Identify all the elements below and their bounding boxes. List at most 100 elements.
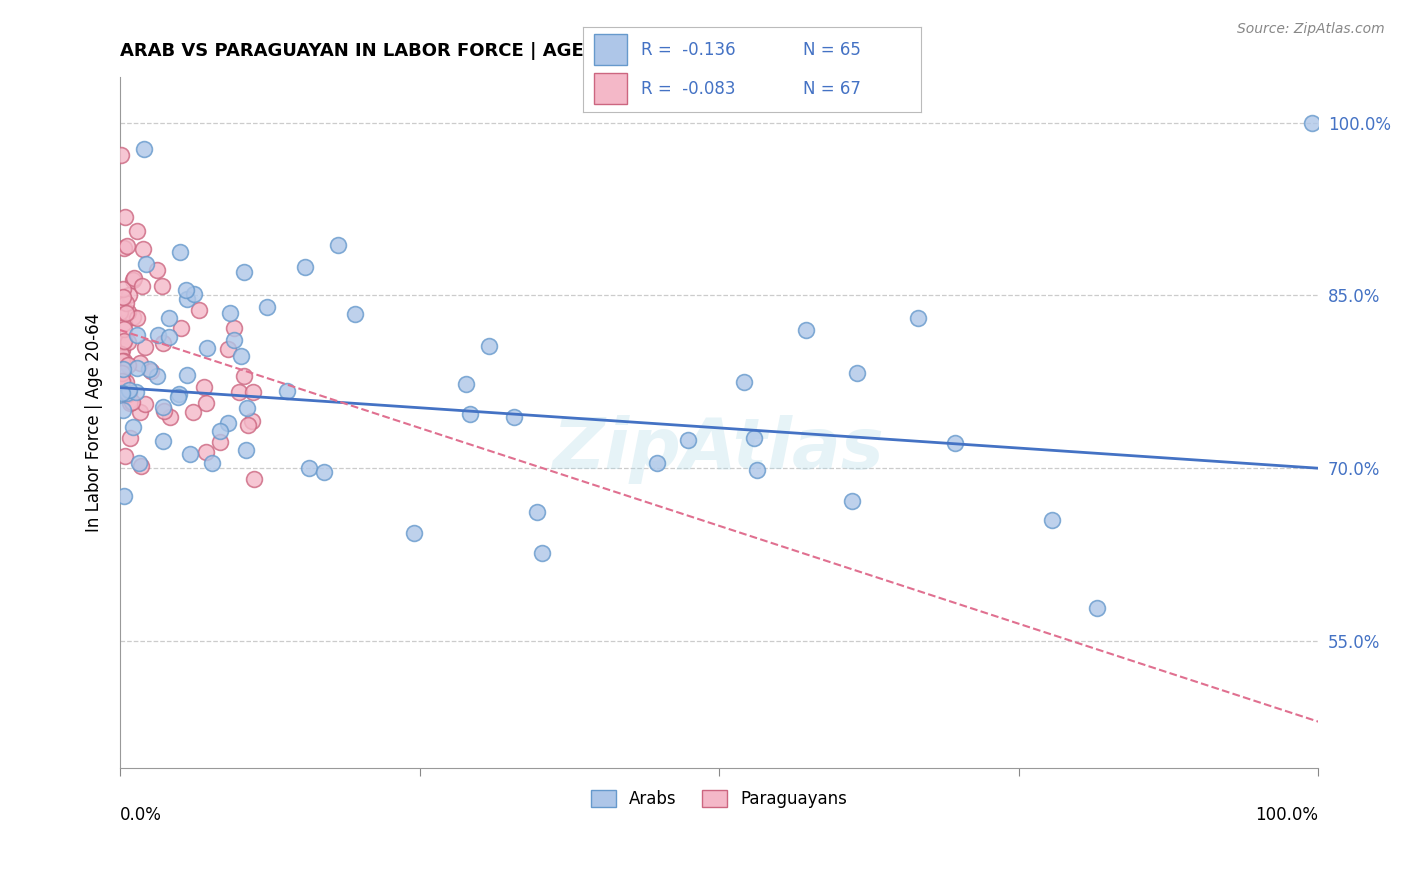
Point <box>129 458 152 473</box>
Point <box>200 456 222 470</box>
Point <box>112 241 135 255</box>
Point <box>117 387 139 401</box>
Point <box>114 375 136 389</box>
Point <box>240 414 263 428</box>
Point <box>111 403 134 417</box>
Point <box>111 340 134 354</box>
Text: N = 67: N = 67 <box>803 79 860 97</box>
Point <box>114 449 136 463</box>
Point <box>530 546 553 560</box>
Point <box>128 456 150 470</box>
Point <box>456 376 478 391</box>
Point <box>122 419 145 434</box>
Point <box>188 303 211 318</box>
Point <box>117 305 139 319</box>
Point <box>193 379 215 393</box>
Point <box>112 362 135 376</box>
Point <box>134 396 156 410</box>
Point <box>232 368 254 383</box>
Point <box>111 366 134 380</box>
Point <box>114 306 136 320</box>
Point <box>176 368 198 382</box>
Point <box>125 384 148 399</box>
Point <box>112 489 135 503</box>
Point <box>152 278 174 293</box>
Point <box>298 460 321 475</box>
Point <box>134 142 156 156</box>
Y-axis label: In Labor Force | Age 20-64: In Labor Force | Age 20-64 <box>86 312 103 532</box>
Point <box>108 294 131 309</box>
Point <box>114 210 136 224</box>
Point <box>526 505 548 519</box>
Point <box>907 310 929 325</box>
Point <box>943 436 966 450</box>
Point <box>117 334 139 349</box>
Point <box>111 354 134 368</box>
Text: N = 65: N = 65 <box>803 41 860 59</box>
Point <box>733 375 755 389</box>
Point <box>112 282 135 296</box>
Point <box>110 374 132 388</box>
Point <box>294 260 316 274</box>
Point <box>146 327 169 342</box>
Point <box>146 263 169 277</box>
Point <box>112 322 135 336</box>
Point <box>118 288 141 302</box>
Point <box>115 296 138 310</box>
Point <box>112 334 135 349</box>
Point <box>157 311 180 326</box>
Point <box>135 257 157 271</box>
Point <box>166 390 188 404</box>
Point <box>174 283 197 297</box>
Point <box>120 396 142 410</box>
Point <box>167 386 190 401</box>
Point <box>111 343 134 357</box>
Point <box>112 354 135 368</box>
Point <box>131 279 153 293</box>
Point <box>676 434 699 448</box>
Point <box>841 494 863 508</box>
Point <box>152 336 174 351</box>
Point <box>129 405 152 419</box>
Point <box>169 244 191 259</box>
Point <box>1085 601 1108 615</box>
Bar <box>593 73 627 103</box>
Point <box>228 384 250 399</box>
Point <box>328 238 350 252</box>
Point <box>152 434 174 448</box>
Point <box>256 300 278 314</box>
Point <box>742 431 765 445</box>
Point <box>110 347 132 361</box>
Point <box>194 396 217 410</box>
Point <box>127 310 149 325</box>
Point <box>111 386 134 401</box>
Bar <box>593 35 627 65</box>
Point <box>229 349 252 363</box>
Point <box>183 286 205 301</box>
Point <box>219 306 242 320</box>
Text: ARAB VS PARAGUAYAN IN LABOR FORCE | AGE 20-64 CORRELATION CHART: ARAB VS PARAGUAYAN IN LABOR FORCE | AGE … <box>120 42 869 60</box>
Point <box>112 376 135 391</box>
Point <box>139 364 162 378</box>
Point <box>224 333 246 347</box>
Point <box>117 386 139 401</box>
Point <box>276 384 298 399</box>
Point <box>745 463 768 477</box>
Point <box>195 341 218 355</box>
Text: R =  -0.136: R = -0.136 <box>641 41 735 59</box>
Point <box>132 242 155 256</box>
Point <box>110 147 132 161</box>
Point <box>117 358 139 372</box>
Point <box>125 327 148 342</box>
Point <box>846 367 869 381</box>
Point <box>195 444 218 458</box>
Point <box>235 401 257 415</box>
Point <box>118 383 141 397</box>
Point <box>138 361 160 376</box>
Point <box>121 310 143 324</box>
Point <box>217 342 239 356</box>
Point <box>1301 116 1323 130</box>
Point <box>122 270 145 285</box>
Point <box>402 526 425 541</box>
Point <box>112 316 135 330</box>
